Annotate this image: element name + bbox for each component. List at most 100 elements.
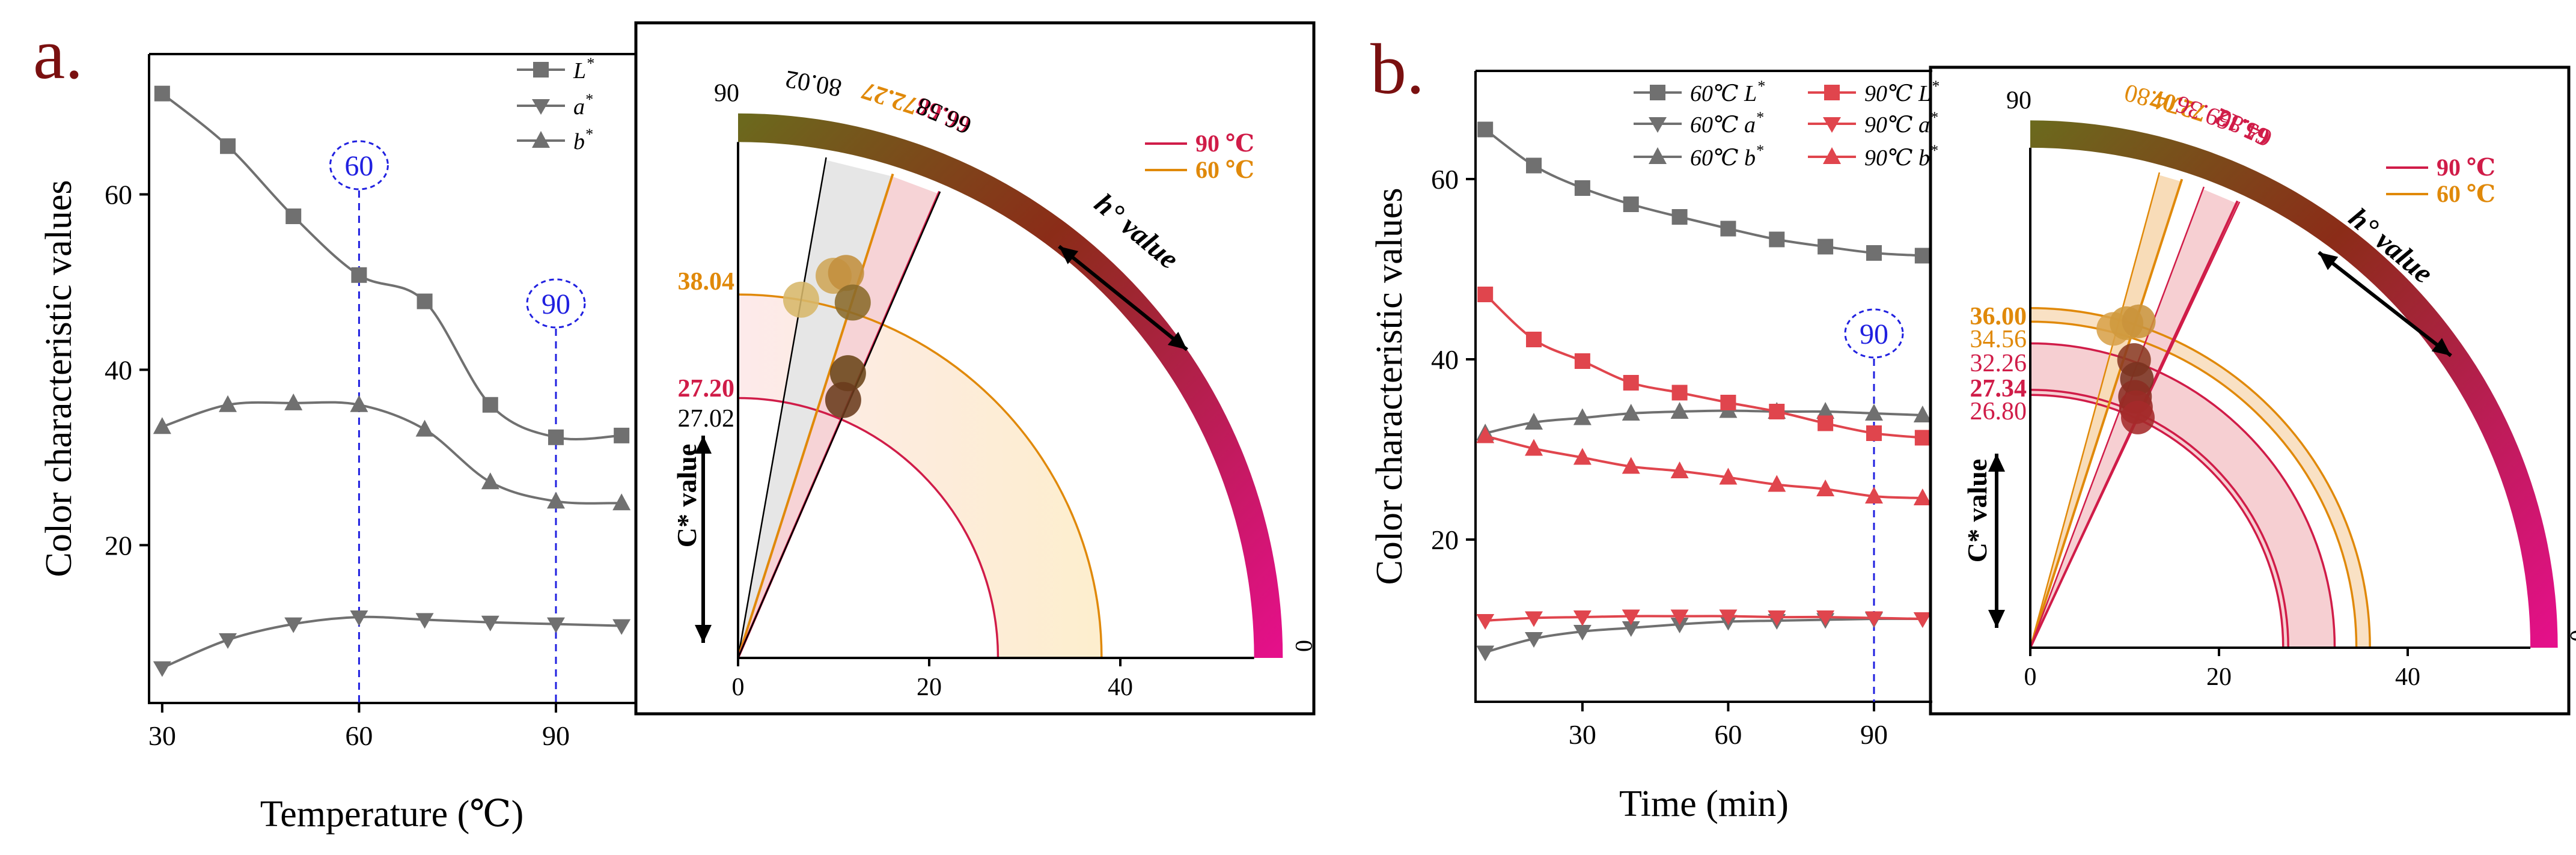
data-point — [829, 355, 866, 392]
data-point — [2120, 400, 2155, 434]
legend-marker — [1650, 85, 1665, 100]
x-tick-label: 30 — [1569, 719, 1596, 750]
legend-label: a* — [573, 91, 593, 120]
legend-label: 60℃ b* — [1690, 142, 1763, 171]
guide-circle — [329, 140, 389, 190]
x-tick-label: 60 — [1714, 719, 1742, 750]
x-tick-label: 90 — [542, 720, 570, 751]
legend-marker — [1824, 85, 1840, 100]
data-point — [284, 393, 303, 410]
hue-value-label: 80.02 — [783, 65, 844, 102]
legend-marker — [1649, 147, 1667, 164]
hue-line — [737, 191, 941, 659]
data-point — [548, 429, 564, 445]
data-point — [482, 397, 498, 413]
chroma-arc — [737, 293, 1103, 659]
legend-label: L* — [573, 55, 594, 84]
x-tick-label: 30 — [148, 720, 176, 751]
data-point — [1573, 408, 1592, 425]
data-point — [154, 85, 170, 102]
data-point — [1913, 612, 1932, 628]
chroma-value-label: 27.20 — [678, 375, 735, 403]
data-point — [415, 613, 434, 629]
data-point — [415, 419, 434, 437]
data-point — [1864, 487, 1883, 504]
hue-value-label: 72.27 — [858, 76, 921, 120]
hue-value-label: 66.58 — [912, 91, 975, 139]
data-point — [546, 617, 565, 633]
data-point — [783, 281, 819, 318]
legend-label: 60℃ L* — [1690, 78, 1765, 106]
series-line — [1484, 128, 1923, 257]
legend-marker — [1649, 117, 1667, 133]
x-tick-label: 60 — [345, 720, 373, 751]
data-point — [1720, 395, 1736, 410]
data-point — [1574, 353, 1590, 369]
chroma-axis-label: C* value — [671, 444, 702, 548]
legend-superscript-star: * — [586, 55, 594, 72]
data-point — [1573, 610, 1592, 626]
legend-superscript-star: * — [585, 126, 593, 143]
legend: L* a* b* — [517, 55, 594, 154]
data-point — [1671, 385, 1688, 401]
x-tick-label: 20 — [2206, 663, 2232, 691]
guide-label: 90 — [1860, 318, 1888, 350]
data-point — [1670, 461, 1689, 478]
data-point — [351, 267, 367, 283]
data-point — [284, 617, 303, 633]
legend-label: 90℃ b* — [1864, 142, 1938, 171]
arrow-head — [2431, 338, 2451, 356]
data-point — [220, 138, 236, 154]
series-line — [162, 401, 622, 505]
data-point — [1525, 611, 1543, 627]
data-point — [1623, 375, 1639, 391]
arrow-head — [1167, 332, 1187, 350]
legend-label: 60 ℃ — [2437, 180, 2495, 207]
hue-arrow-shaft — [2318, 251, 2452, 358]
y-tick-label: 60 — [105, 180, 132, 210]
data-point — [1670, 618, 1689, 633]
legend-superscript-star: * — [585, 91, 593, 108]
x-tick-label: 90 — [1860, 719, 1888, 750]
guide-circle — [1844, 308, 1904, 359]
data-point — [153, 417, 171, 434]
hue-line — [737, 173, 894, 659]
chroma-arc — [2030, 342, 2336, 648]
data-point — [1622, 609, 1640, 625]
data-point — [1816, 479, 1835, 496]
y-axis-label: Color characteristic values — [1369, 187, 1410, 585]
data-point — [350, 395, 368, 412]
x-axis-label: Time (min) — [1619, 783, 1789, 824]
legend-label: 60 ℃ — [1195, 156, 1254, 183]
arrow-head — [1059, 246, 1079, 264]
chroma-value-label: 27.34 — [1970, 375, 2027, 403]
legend-marker — [1823, 117, 1841, 133]
legend-marker — [1823, 147, 1841, 164]
hue-line — [2029, 172, 2161, 648]
data-point — [1476, 614, 1495, 630]
data-point — [1768, 610, 1786, 626]
hue-line — [2029, 186, 2205, 648]
arrow-head — [695, 625, 712, 643]
data-point — [1866, 245, 1882, 261]
data-point — [1769, 231, 1785, 248]
legend-superscript-star: * — [1757, 78, 1765, 95]
legend-label: 90 ℃ — [2437, 154, 2495, 181]
data-point — [1476, 645, 1495, 662]
guide-label: 60 — [344, 150, 373, 182]
legend-marker — [532, 99, 550, 115]
x-axis-label: Temperature (℃) — [260, 794, 524, 835]
data-point — [1671, 209, 1688, 225]
data-point — [1720, 221, 1736, 237]
data-point — [1818, 239, 1834, 255]
legend-marker — [532, 131, 550, 148]
data-point — [1768, 475, 1786, 492]
data-point — [614, 427, 630, 443]
data-point — [1623, 196, 1639, 212]
panel-label: b. — [1370, 29, 1424, 109]
hue-end-label: 0 — [2565, 630, 2576, 642]
hue-line — [737, 157, 827, 659]
x-tick-label: 40 — [2395, 663, 2420, 691]
data-point — [1573, 448, 1592, 465]
data-point — [1670, 402, 1689, 419]
